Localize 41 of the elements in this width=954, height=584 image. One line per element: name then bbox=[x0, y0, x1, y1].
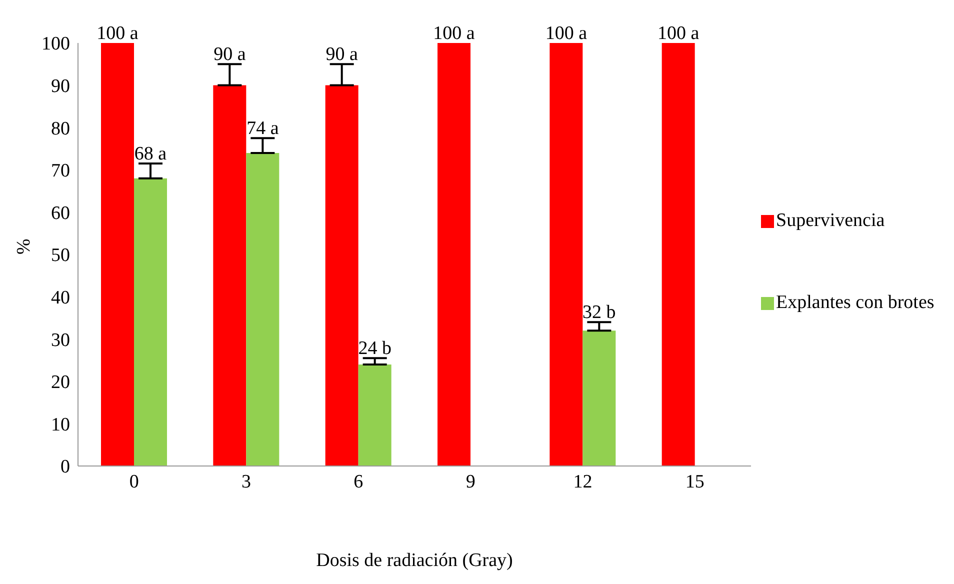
bar bbox=[662, 43, 695, 466]
bar bbox=[438, 43, 470, 466]
y-tick-label: 60 bbox=[51, 202, 70, 224]
y-tick-label: 30 bbox=[51, 330, 70, 351]
data-label: 74 a bbox=[246, 118, 280, 140]
y-tick-label: 20 bbox=[51, 372, 70, 394]
bar bbox=[325, 85, 358, 466]
bar bbox=[550, 43, 583, 466]
bar bbox=[101, 43, 134, 466]
data-label: 24 b bbox=[358, 338, 392, 360]
data-label: 100 a bbox=[657, 23, 700, 44]
x-tick-label: 3 bbox=[242, 471, 251, 492]
x-tick-label: 12 bbox=[573, 471, 592, 492]
data-label: 32 b bbox=[582, 302, 616, 324]
data-label: 68 a bbox=[134, 144, 168, 165]
legend-label: Explantes con brotes bbox=[776, 292, 934, 314]
bar bbox=[134, 178, 167, 466]
y-tick-label: 50 bbox=[51, 245, 70, 266]
data-label: 90 a bbox=[326, 44, 358, 66]
data-label: 90 a bbox=[214, 44, 246, 66]
bar bbox=[358, 364, 392, 466]
y-axis-title: % bbox=[14, 238, 35, 254]
x-tick-label: 6 bbox=[354, 471, 364, 492]
data-label: 100 a bbox=[545, 23, 588, 44]
x-axis-title: Dosis de radiación (Gray) bbox=[316, 550, 513, 571]
bar bbox=[582, 330, 616, 466]
data-label: 100 a bbox=[433, 23, 476, 44]
y-tick-label: 70 bbox=[51, 160, 70, 182]
x-tick-label: 0 bbox=[129, 471, 139, 492]
y-tick-label: 80 bbox=[51, 118, 70, 140]
y-tick-label: 10 bbox=[51, 414, 70, 436]
x-tick-label: 9 bbox=[466, 471, 476, 492]
y-tick-label: 0 bbox=[60, 456, 70, 478]
data-label: 100 a bbox=[96, 23, 139, 44]
bar bbox=[246, 152, 280, 466]
y-tick-label: 100 bbox=[42, 34, 70, 55]
bar bbox=[213, 85, 246, 466]
x-tick-label: 15 bbox=[685, 471, 704, 492]
y-tick-label: 90 bbox=[51, 76, 70, 98]
y-tick-label: 40 bbox=[51, 288, 70, 309]
legend-label: Supervivencia bbox=[776, 210, 885, 232]
